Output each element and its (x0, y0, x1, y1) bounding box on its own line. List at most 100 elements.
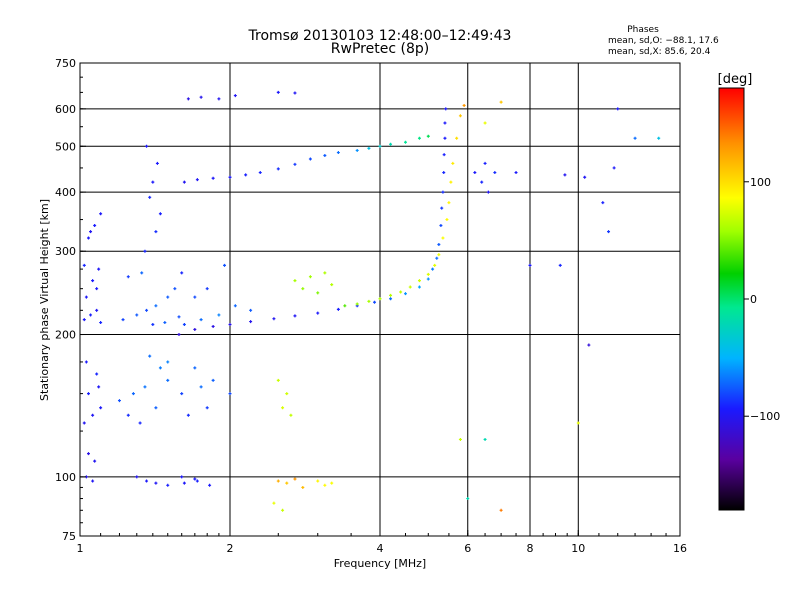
data-point (143, 385, 147, 389)
data-point (272, 317, 276, 321)
data-point (135, 475, 139, 479)
data-point (121, 318, 125, 322)
data-point (316, 311, 320, 315)
data-point (442, 153, 446, 157)
data-point (462, 103, 466, 107)
data-point (426, 277, 430, 281)
data-point (367, 299, 371, 303)
x-axis-label: Frequency [MHz] (334, 557, 426, 570)
data-point (249, 308, 253, 312)
data-point (95, 287, 99, 291)
data-point (276, 378, 280, 382)
y-tick-label: 600 (55, 103, 76, 116)
data-point (163, 321, 167, 325)
data-point (455, 136, 459, 140)
data-point (657, 136, 661, 140)
data-point (378, 297, 382, 301)
data-point (154, 406, 158, 410)
colorbar-tick-label: 100 (750, 176, 771, 189)
data-point (289, 413, 293, 417)
data-point (166, 360, 170, 364)
data-point (148, 195, 152, 199)
data-point (180, 271, 184, 275)
data-point (483, 121, 487, 125)
data-point (199, 318, 203, 322)
y-tick-label: 200 (55, 329, 76, 342)
data-point (389, 142, 393, 146)
data-point (86, 452, 90, 456)
stats-line-o: mean, sd,O: −88.1, 17.6 (608, 36, 719, 46)
data-point (389, 293, 393, 297)
x-tick-label: 4 (377, 542, 384, 555)
data-point (258, 171, 262, 175)
y-tick-label: 300 (55, 245, 76, 258)
data-point (199, 385, 203, 389)
chart-subtitle: RwPretec (8p) (331, 41, 429, 57)
data-point (97, 267, 101, 271)
stats-heading: Phases (627, 25, 659, 35)
data-point (441, 236, 445, 240)
data-point (193, 477, 197, 481)
data-point (633, 136, 637, 140)
data-point (228, 392, 232, 396)
data-point (444, 107, 448, 111)
x-tick-label: 16 (673, 542, 687, 555)
data-point (417, 285, 421, 289)
data-point (336, 151, 340, 155)
data-point (355, 148, 359, 152)
data-point (89, 230, 93, 234)
data-point (91, 279, 95, 283)
data-point (182, 322, 186, 326)
data-point (145, 479, 149, 483)
data-point (330, 283, 334, 287)
data-point (276, 167, 280, 171)
data-point (166, 483, 170, 487)
data-point (408, 285, 412, 289)
data-point (151, 180, 155, 184)
data-point (155, 161, 159, 165)
data-point (442, 171, 446, 175)
data-point (301, 287, 305, 291)
data-point (186, 413, 190, 417)
data-point (301, 485, 305, 489)
y-axis: 75 100 200 300 400 500 600 750 (55, 57, 86, 543)
data-point (433, 263, 437, 267)
data-point (193, 327, 197, 331)
colorbar (719, 88, 744, 510)
data-point (126, 275, 130, 279)
data-point (158, 212, 162, 216)
data-point (281, 406, 285, 410)
data-point (143, 249, 147, 253)
data-point (355, 302, 359, 306)
x-tick-label: 10 (571, 542, 585, 555)
data-point (233, 94, 237, 98)
data-point (480, 180, 484, 184)
data-point (458, 114, 462, 118)
chart-title: Tromsø 20130103 12:48:00–12:49:43 (248, 28, 512, 44)
data-point (82, 421, 86, 425)
data-point (587, 343, 591, 347)
data-point (437, 242, 441, 246)
data-point (205, 406, 209, 410)
data-point (323, 483, 327, 487)
y-tick-label: 100 (55, 471, 76, 484)
data-point (447, 201, 451, 205)
x-tick-label: 2 (227, 542, 234, 555)
data-point (293, 91, 297, 95)
colorbar-axis: 100 0 −100 (718, 87, 780, 511)
data-point (435, 256, 439, 260)
data-point (182, 481, 186, 485)
data-point (86, 392, 90, 396)
data-point (223, 263, 227, 267)
data-point (205, 287, 209, 291)
data-point (91, 413, 95, 417)
data-point (228, 175, 232, 179)
data-point (285, 392, 289, 396)
data-point (336, 307, 340, 311)
data-point (316, 479, 320, 483)
data-point (195, 479, 199, 483)
data-point (426, 134, 430, 138)
data-point (180, 475, 184, 479)
data-point (177, 333, 181, 337)
